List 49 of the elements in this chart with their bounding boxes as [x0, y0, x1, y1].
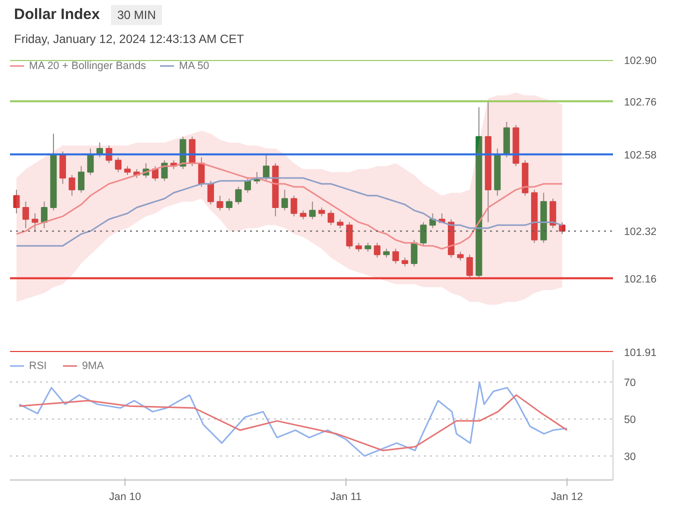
candlestick	[420, 222, 427, 246]
candlestick	[161, 160, 168, 182]
line-series	[18, 394, 568, 452]
candlestick	[207, 180, 214, 206]
chart-subtitle: 30 MIN	[111, 5, 162, 25]
x-tick-label: Jan 12	[550, 491, 584, 503]
candlestick	[59, 150, 66, 184]
chart-title: Dollar Index	[14, 6, 100, 23]
legend-label: RSI	[29, 360, 48, 372]
candlestick	[309, 201, 316, 220]
candlestick	[114, 156, 122, 173]
candlestick	[410, 239, 418, 267]
candlestick	[68, 174, 76, 196]
x-tick-label: Jan 11	[330, 491, 362, 503]
candlestick	[262, 154, 270, 182]
legend-label: MA 20 + Bollinger Bands	[29, 60, 146, 72]
candlestick	[290, 195, 298, 217]
candlestick	[558, 222, 566, 235]
candlestick	[235, 186, 242, 206]
y-tick-label: 101.91	[624, 347, 657, 359]
candlestick	[13, 189, 20, 214]
candlestick	[216, 195, 224, 211]
candlestick	[32, 212, 38, 232]
y-tick-label: 50	[624, 414, 636, 426]
candlestick	[87, 148, 94, 176]
candlestick	[40, 201, 48, 229]
candlestick	[328, 210, 334, 226]
text: Friday, January 12, 2024 12:43:13 AM CET	[14, 32, 244, 46]
candlestick	[226, 198, 232, 211]
candlestick	[466, 254, 473, 279]
candlestick	[346, 222, 353, 250]
y-tick-label: 102.76	[624, 96, 657, 108]
candlestick	[392, 248, 399, 264]
x-tick-label: Jan 10	[109, 491, 142, 503]
candlestick	[550, 198, 556, 229]
candlestick	[281, 189, 288, 211]
candlestick	[374, 242, 380, 258]
y-tick-label: 102.32	[624, 226, 657, 238]
y-tick-label: 30	[624, 451, 636, 463]
legend-label: MA 50	[179, 60, 210, 72]
candlestick	[78, 166, 84, 194]
y-tick-label: 102.58	[624, 149, 657, 162]
y-tick-label: 102.16	[624, 273, 657, 286]
candlestick	[244, 177, 251, 194]
y-tick-label: 70	[624, 377, 636, 390]
legend-label: 9MA	[82, 360, 104, 372]
line-series	[18, 381, 568, 457]
candlestick	[22, 201, 29, 229]
y-tick-label: 102.90	[624, 55, 657, 67]
